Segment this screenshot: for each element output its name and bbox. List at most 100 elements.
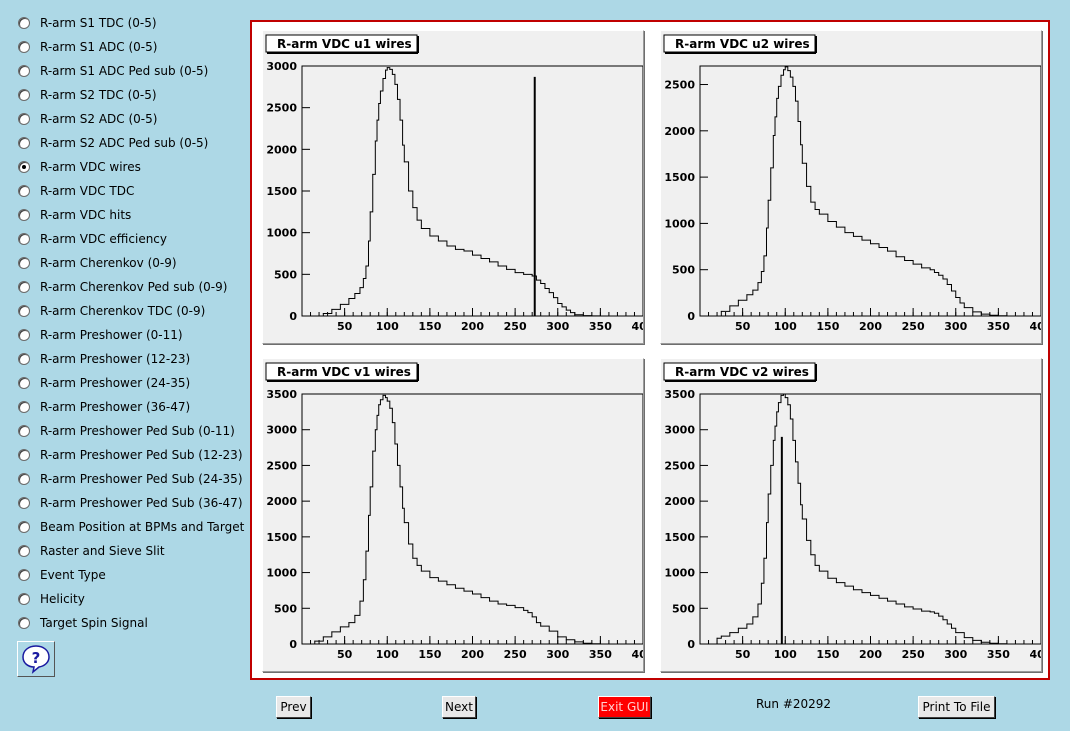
radio-button-icon[interactable]: [18, 617, 30, 629]
radio-button-icon[interactable]: [18, 185, 30, 197]
radio-option[interactable]: R-arm Preshower Ped Sub (36-47): [18, 493, 243, 513]
radio-option[interactable]: R-arm Preshower (12-23): [18, 349, 190, 369]
y-tick-label: 2500: [664, 79, 695, 92]
radio-button-icon[interactable]: [18, 257, 30, 269]
help-button[interactable]: ?: [17, 641, 55, 677]
histogram-bin: [752, 289, 754, 291]
histogram-bin: [835, 226, 837, 228]
radio-option[interactable]: R-arm VDC hits: [18, 205, 131, 225]
x-tick-label: 50: [735, 648, 751, 661]
radio-button-icon[interactable]: [18, 17, 30, 29]
histogram-bin: [767, 493, 769, 495]
radio-option[interactable]: Event Type: [18, 565, 106, 585]
histogram-bin: [514, 607, 516, 609]
histogram-bin: [757, 603, 759, 605]
radio-button-icon[interactable]: [18, 281, 30, 293]
radio-option[interactable]: R-arm Cherenkov TDC (0-9): [18, 301, 205, 321]
radio-button-icon[interactable]: [18, 497, 30, 509]
histogram-bin: [369, 211, 371, 213]
radio-button-icon[interactable]: [18, 473, 30, 485]
histogram-pad[interactable]: 50 100 150 200 250 300 350 400 0 500 1000 1500 2000 2…: [660, 30, 1042, 344]
histogram-bin: [416, 564, 418, 566]
histogram-bin: [861, 239, 863, 241]
next-button[interactable]: Next: [442, 696, 476, 718]
histogram-bin: [565, 309, 567, 311]
radio-button-icon[interactable]: [18, 233, 30, 245]
radio-button-icon[interactable]: [18, 113, 30, 125]
radio-option[interactable]: R-arm S1 ADC (0-5): [18, 37, 157, 57]
radio-option[interactable]: Target Spin Signal: [18, 613, 148, 633]
radio-option[interactable]: R-arm Preshower (0-11): [18, 325, 183, 345]
histogram-bin: [379, 90, 381, 92]
radio-button-icon[interactable]: [18, 377, 30, 389]
x-tick-label: 150: [418, 320, 441, 333]
radio-option[interactable]: R-arm Preshower Ped Sub (24-35): [18, 469, 243, 489]
radio-option[interactable]: R-arm Preshower (36-47): [18, 397, 190, 417]
histogram-bin: [792, 439, 794, 441]
radio-option[interactable]: R-arm S2 ADC Ped sub (0-5): [18, 133, 208, 153]
radio-button-icon[interactable]: [18, 329, 30, 341]
histogram-title-box: R-arm VDC v1 wires: [265, 362, 419, 382]
radio-button-icon[interactable]: [18, 65, 30, 77]
histogram-bin: [369, 486, 371, 488]
histogram-bin: [989, 642, 991, 644]
histogram-bin: [591, 643, 593, 645]
histogram-bin: [818, 570, 820, 572]
radio-button-icon[interactable]: [18, 401, 30, 413]
radio-option[interactable]: R-arm Preshower Ped Sub (12-23): [18, 445, 243, 465]
x-tick-label: 350: [987, 648, 1010, 661]
histogram-bin: [921, 267, 923, 269]
radio-button-icon[interactable]: [18, 521, 30, 533]
radio-label: R-arm VDC wires: [40, 160, 141, 174]
radio-button-icon[interactable]: [18, 569, 30, 581]
radio-label: R-arm S2 ADC (0-5): [40, 112, 158, 126]
radio-option[interactable]: R-arm Cherenkov Ped sub (0-9): [18, 277, 227, 297]
radio-option[interactable]: R-arm S1 ADC Ped sub (0-5): [18, 61, 208, 81]
x-tick-label: 250: [504, 648, 527, 661]
radio-option[interactable]: Helicity: [18, 589, 85, 609]
y-tick-label: 0: [289, 638, 297, 651]
radio-option[interactable]: R-arm S2 TDC (0-5): [18, 85, 157, 105]
histogram-bin: [933, 612, 935, 614]
radio-option[interactable]: R-arm Cherenkov (0-9): [18, 253, 177, 273]
radio-button-icon[interactable]: [18, 305, 30, 317]
print-to-file-button[interactable]: Print To File: [918, 696, 995, 718]
histogram-title: R-arm VDC u1 wires: [277, 37, 412, 51]
radio-option[interactable]: R-arm VDC wires: [18, 157, 141, 177]
radio-option[interactable]: Raster and Sieve Slit: [18, 541, 165, 561]
radio-button-icon[interactable]: [18, 209, 30, 221]
radio-button-icon[interactable]: [18, 545, 30, 557]
histogram-bin: [797, 482, 799, 484]
exit-gui-button[interactable]: Exit GUI: [598, 696, 651, 718]
radio-button-icon[interactable]: [18, 425, 30, 437]
radio-option[interactable]: R-arm VDC TDC: [18, 181, 134, 201]
histogram-bin: [712, 643, 714, 645]
radio-button-icon[interactable]: [18, 41, 30, 53]
prev-button[interactable]: Prev: [276, 696, 311, 718]
radio-button-icon[interactable]: [18, 449, 30, 461]
histogram-bin: [904, 606, 906, 608]
histogram-bin: [895, 256, 897, 258]
histogram-pad[interactable]: 50 100 150 200 250 300 350 400 0 500 1000 1500 2000 2…: [660, 358, 1042, 672]
radio-button-icon[interactable]: [18, 353, 30, 365]
radio-option[interactable]: R-arm S2 ADC (0-5): [18, 109, 157, 129]
radio-option[interactable]: R-arm Preshower (24-35): [18, 373, 190, 393]
radio-option[interactable]: R-arm Preshower Ped Sub (0-11): [18, 421, 235, 441]
radio-button-icon[interactable]: [18, 593, 30, 605]
histogram-bin: [331, 631, 333, 633]
histogram-bin: [386, 67, 388, 69]
histogram-pad[interactable]: 50 100 150 200 250 300 350 400 0 500 1000 1500 2000 2…: [262, 358, 644, 672]
radio-button-icon[interactable]: [18, 137, 30, 149]
histogram-bin: [389, 407, 391, 409]
histogram-bin: [763, 255, 765, 257]
radio-button-icon[interactable]: [18, 161, 30, 173]
radio-option[interactable]: R-arm VDC efficiency: [18, 229, 167, 249]
y-tick-label: 2000: [266, 495, 297, 508]
histogram-bin: [348, 622, 350, 624]
x-tick-label: 350: [589, 648, 612, 661]
radio-button-icon[interactable]: [18, 89, 30, 101]
histogram-bin: [403, 522, 405, 524]
radio-option[interactable]: R-arm S1 TDC (0-5): [18, 13, 157, 33]
radio-option[interactable]: Beam Position at BPMs and Target: [18, 517, 244, 537]
histogram-pad[interactable]: 50 100 150 200 250 300 350 400 0 500 1000 1500 2000 2…: [262, 30, 644, 344]
